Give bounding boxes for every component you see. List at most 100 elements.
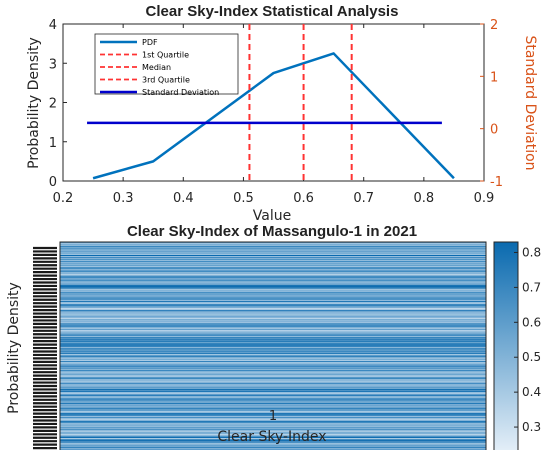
heatmap-cell xyxy=(60,311,486,313)
legend-entry: Median xyxy=(142,63,171,72)
heatmap-cell xyxy=(60,397,486,399)
heatmap-cell xyxy=(60,401,486,403)
colorbar xyxy=(493,241,519,450)
heatmap-cell xyxy=(60,285,486,287)
heatmap-cell xyxy=(60,344,486,346)
heatmap-cell xyxy=(60,443,486,445)
heatmap-cell xyxy=(60,447,486,449)
heatmap-cell xyxy=(60,324,486,326)
heatmap-cell xyxy=(60,417,486,419)
heatmap-cell xyxy=(60,410,486,412)
heatmap-cell xyxy=(60,390,486,392)
heatmap-cell xyxy=(60,412,486,414)
heatmap-cell xyxy=(60,360,486,362)
heatmap-cell xyxy=(60,310,486,312)
heatmap-cell xyxy=(60,312,486,314)
heatmap-cell xyxy=(60,352,486,354)
heatmap-cell xyxy=(60,329,486,331)
heatmap-cell xyxy=(60,429,486,431)
heatmap-cell xyxy=(60,330,486,332)
heatmap-cell xyxy=(60,259,486,261)
heatmap-cell xyxy=(60,253,486,255)
heatmap-cell xyxy=(60,425,486,427)
heatmap-cell xyxy=(60,438,486,440)
y2-axis-label: Standard Deviation xyxy=(522,35,538,170)
heatmap-cell xyxy=(60,422,486,424)
statistical-analysis-chart: Clear Sky-Index Statistical Analysis 0.2… xyxy=(26,3,538,224)
heatmap-cell xyxy=(60,429,486,431)
heatmap-cell xyxy=(60,406,486,408)
heatmap-cell xyxy=(60,322,486,324)
heatmap-cell xyxy=(60,296,486,298)
heatmap-cell xyxy=(60,334,486,336)
heatmap-cell xyxy=(60,439,486,441)
x-tick-label: 0.9 xyxy=(474,191,495,206)
heatmap-cell xyxy=(60,273,486,275)
heatmap-cell xyxy=(60,271,486,273)
heatmap-cell xyxy=(60,347,486,349)
heatmap-cell xyxy=(60,340,486,342)
heatmap-cell xyxy=(60,331,486,333)
heatmap-cell xyxy=(60,439,486,441)
heatmap-cell xyxy=(60,351,486,353)
heatmap-cell xyxy=(60,355,486,357)
x-tick-label: 0.8 xyxy=(414,191,435,206)
heatmap-cell xyxy=(60,411,486,413)
heatmap-title: Clear Sky-Index of Massangulo-1 in 2021 xyxy=(127,223,417,240)
heatmap-cell xyxy=(60,374,486,376)
heatmap-cell xyxy=(60,381,486,383)
legend-entry: 3rd Quartile xyxy=(142,76,190,85)
heatmap-cell xyxy=(60,270,486,272)
heatmap-cell xyxy=(60,261,486,263)
heatmap-cell xyxy=(60,351,486,353)
legend-entry: 1st Quartile xyxy=(142,51,189,60)
heatmap-cell xyxy=(60,326,486,328)
heatmap-cell xyxy=(60,257,486,259)
heatmap-cell xyxy=(60,298,486,300)
heatmap-cell xyxy=(60,279,486,281)
heatmap-cell xyxy=(60,276,486,278)
heatmap-cell xyxy=(60,359,486,361)
heatmap-cell xyxy=(60,316,486,318)
heatmap-cell xyxy=(60,303,486,305)
heatmap-cell xyxy=(60,293,486,295)
heatmap-cell xyxy=(60,268,486,270)
heatmap-cell xyxy=(60,428,486,430)
heatmap-cell xyxy=(60,272,486,274)
heatmap-cell xyxy=(60,266,486,268)
heatmap-cell xyxy=(60,332,486,334)
heatmap-cell xyxy=(60,408,486,410)
heatmap-cell xyxy=(60,409,486,411)
heatmap-cell xyxy=(60,441,486,443)
heatmap-cell xyxy=(60,333,486,335)
heatmap-cell xyxy=(60,393,486,395)
heatmap-cell xyxy=(60,299,486,301)
heatmap-cell xyxy=(60,260,486,262)
colorbar-tick-label: 0.7 xyxy=(522,280,541,294)
heatmap-cell xyxy=(60,319,486,321)
heatmap-cell xyxy=(60,278,486,280)
y2-tick-label: -1 xyxy=(490,175,503,190)
heatmap-cell xyxy=(60,371,486,373)
heatmap-cell xyxy=(60,353,486,355)
heatmap-cell xyxy=(60,287,486,289)
heatmap-cell xyxy=(60,342,486,344)
heatmap-cell xyxy=(60,303,486,305)
heatmap-cell xyxy=(60,382,486,384)
heatmap-cell xyxy=(60,268,486,270)
heatmap-cell xyxy=(60,263,486,264)
heatmap-cell xyxy=(60,418,486,420)
heatmap-cell xyxy=(60,365,486,367)
y-tick-label: 0 xyxy=(49,175,57,190)
heatmap-cell xyxy=(60,350,486,352)
heatmap-cell xyxy=(60,389,486,391)
heatmap-cell xyxy=(60,416,486,418)
heatmap-cell xyxy=(60,318,486,320)
heatmap-cell xyxy=(60,354,486,356)
heatmap-cell xyxy=(60,251,486,253)
heatmap-cell xyxy=(60,369,486,371)
x-tick-label: 0.7 xyxy=(353,191,374,206)
y-tick-label: 4 xyxy=(49,18,57,33)
y2-tick-label: 0 xyxy=(490,123,498,138)
heatmap-cell xyxy=(60,345,486,347)
